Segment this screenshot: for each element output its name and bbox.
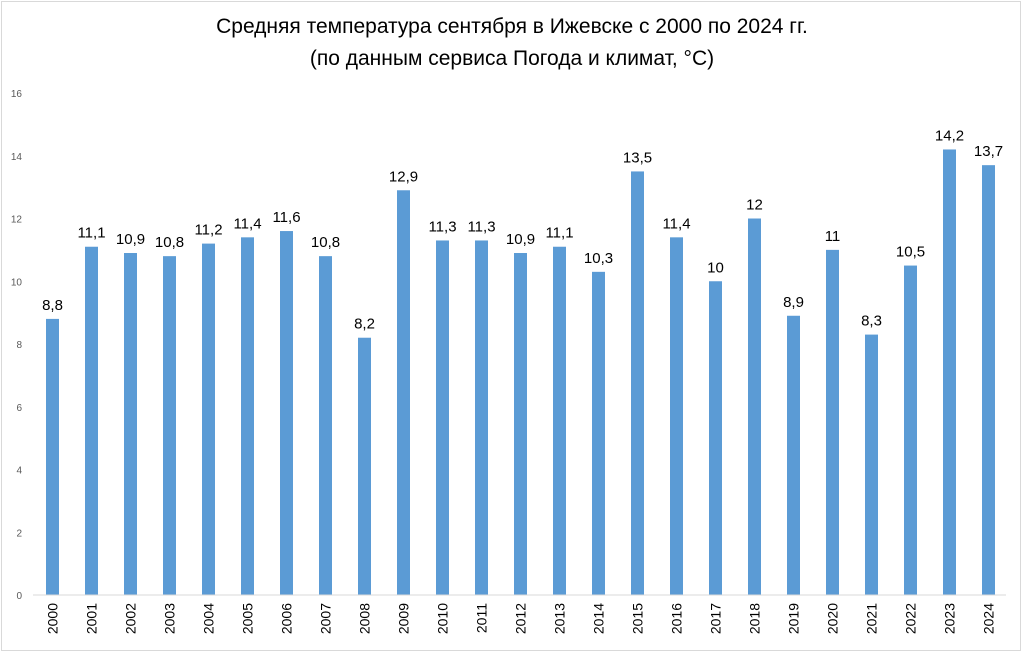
- bar: [514, 253, 527, 595]
- bar: [202, 243, 215, 595]
- x-tick-label: 2017: [708, 603, 724, 634]
- chart-subtitle: (по данным сервиса Погода и климат, °C): [309, 47, 715, 70]
- x-tick-label: 2016: [669, 603, 685, 634]
- data-label: 10,8: [311, 234, 340, 251]
- x-tick-label: 2018: [747, 603, 763, 634]
- data-label: 12: [746, 197, 763, 214]
- x-tick-label: 2019: [786, 603, 802, 634]
- bar: [826, 249, 839, 595]
- data-label: 10: [707, 259, 724, 276]
- x-tick-label: 2014: [591, 603, 607, 634]
- x-tick-label: 2013: [552, 603, 568, 634]
- x-tick-label: 2009: [396, 603, 412, 634]
- bar: [553, 246, 566, 596]
- data-label: 11,3: [467, 218, 495, 235]
- data-label: 13,5: [623, 149, 652, 166]
- bar: [436, 240, 449, 595]
- bar: [163, 256, 176, 595]
- data-label: 8,3: [861, 313, 882, 330]
- y-tick-label: 14: [11, 152, 23, 163]
- data-label: 11,1: [545, 225, 573, 242]
- y-tick-label: 2: [16, 528, 22, 539]
- bar: [748, 218, 761, 595]
- data-label: 11,4: [662, 215, 690, 232]
- data-label: 10,9: [506, 231, 535, 248]
- data-label: 13,7: [974, 143, 1003, 160]
- y-tick-label: 10: [11, 277, 23, 288]
- x-tick-label: 2008: [357, 603, 373, 634]
- bar: [670, 237, 683, 595]
- y-tick-label: 6: [16, 403, 22, 414]
- data-label: 8,9: [783, 294, 804, 311]
- x-tick-label: 2004: [201, 603, 217, 634]
- data-label: 8,8: [42, 297, 63, 314]
- bar: [631, 171, 644, 595]
- bar: [46, 318, 59, 595]
- data-label: 11,4: [233, 215, 261, 232]
- y-tick-label: 4: [16, 466, 22, 477]
- x-tick-label: 2007: [318, 603, 334, 634]
- bar: [280, 231, 293, 596]
- x-tick-label: 2003: [162, 603, 178, 634]
- bar: [358, 337, 371, 595]
- data-label: 14,2: [935, 127, 964, 144]
- x-tick-label: 2020: [825, 603, 841, 634]
- bar: [319, 256, 332, 595]
- bar: [397, 190, 410, 595]
- data-label: 12,9: [389, 168, 418, 185]
- y-tick-label: 12: [11, 215, 23, 226]
- x-tick-label: 2024: [981, 603, 997, 634]
- bar: [85, 246, 98, 596]
- y-tick-label: 16: [11, 89, 23, 100]
- x-tick-label: 2010: [435, 603, 451, 634]
- bar: [124, 253, 137, 595]
- y-tick-label: 0: [16, 591, 22, 602]
- x-tick-label: 2023: [942, 603, 958, 634]
- data-label: 10,8: [155, 234, 184, 251]
- x-tick-label: 2012: [513, 603, 529, 634]
- x-tick-label: 2022: [903, 603, 919, 634]
- bar: [943, 149, 956, 595]
- chart-title: Средняя температура сентября в Ижевске с…: [216, 15, 808, 38]
- data-label: 10,3: [584, 250, 613, 267]
- data-label: 11,2: [194, 222, 222, 239]
- x-tick-label: 2001: [84, 603, 100, 634]
- bar: [787, 315, 800, 595]
- data-label: 11,1: [77, 225, 105, 242]
- bar: [865, 334, 878, 595]
- x-tick-label: 2000: [45, 603, 61, 634]
- data-label: 10,5: [896, 244, 925, 261]
- bar: [475, 240, 488, 595]
- x-tick-label: 2011: [474, 603, 490, 633]
- bar: [592, 271, 605, 595]
- bar: [709, 281, 722, 595]
- bar: [982, 165, 995, 595]
- data-label: 11: [825, 228, 841, 245]
- y-tick-label: 8: [16, 340, 22, 351]
- x-tick-label: 2002: [123, 603, 139, 634]
- x-tick-label: 2015: [630, 603, 646, 634]
- x-tick-label: 2021: [864, 603, 880, 634]
- data-label: 11,6: [272, 209, 300, 226]
- data-label: 8,2: [354, 316, 375, 333]
- data-label: 10,9: [116, 231, 145, 248]
- bar: [241, 237, 254, 595]
- x-tick-label: 2005: [240, 603, 256, 634]
- data-label: 11,3: [428, 218, 456, 235]
- x-tick-label: 2006: [279, 603, 295, 634]
- bar: [904, 265, 917, 595]
